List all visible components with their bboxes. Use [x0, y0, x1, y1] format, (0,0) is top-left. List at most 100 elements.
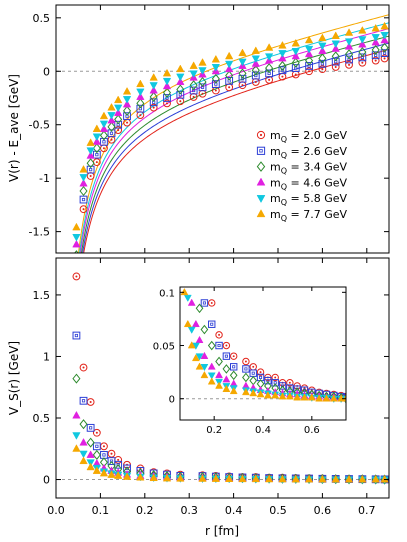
- top-point-5-8: [113, 104, 123, 113]
- inset-point-5-8: [195, 353, 204, 361]
- top-point-7-7: [79, 165, 88, 173]
- marker-center: [165, 102, 169, 105]
- top-point-2-6: [149, 98, 158, 107]
- x-tick-label: 0.4: [255, 425, 271, 436]
- y-tick-label: 1: [43, 350, 50, 363]
- bottom-point-7-7: [107, 470, 116, 478]
- inset-point-7-7: [222, 384, 231, 392]
- top-point-2-6: [331, 57, 340, 66]
- marker-center: [334, 65, 337, 69]
- top-point-2-0: [331, 63, 340, 71]
- y-tick-label: -1: [39, 172, 50, 185]
- marker-center: [75, 275, 78, 278]
- top-point-4-6: [344, 42, 354, 50]
- top-point-7-7: [380, 21, 389, 30]
- bottom-point-7-7: [72, 444, 81, 452]
- marker-center: [218, 333, 221, 336]
- top-point-2-6: [278, 66, 287, 75]
- top-point-7-7: [238, 48, 247, 57]
- top-point-4-6: [278, 53, 287, 62]
- marker-center: [294, 73, 297, 76]
- bottom-point-7-7: [92, 466, 102, 474]
- marker-center: [95, 161, 98, 164]
- top-point-3-4: [251, 65, 260, 76]
- inset-point-2-6: [264, 376, 272, 385]
- y-tick-label: 1.5: [33, 289, 51, 302]
- marker-center: [259, 149, 263, 153]
- top-point-3-4: [344, 49, 354, 60]
- x-tick-label: 0.7: [358, 504, 376, 517]
- top-point-4-6: [318, 46, 327, 54]
- top-point-4-6: [176, 77, 185, 85]
- top-point-2-6: [163, 94, 171, 102]
- inset-point-7-7: [307, 393, 316, 401]
- top-point-3-4: [265, 63, 274, 74]
- bottom-point-3-4: [79, 419, 88, 430]
- bottom-ticks: 1.5 1 0.5 0 0.0 0.1 0.2 0.3 0.4 0.5 0.6 0.7: [33, 258, 389, 517]
- marker-center: [75, 268, 77, 270]
- marker-center: [225, 344, 228, 347]
- bottom-point-7-7: [176, 474, 185, 482]
- top-plot-frame: [55, 4, 390, 254]
- inset-point-4-6: [187, 298, 196, 306]
- marker-center: [251, 371, 255, 375]
- legend-marker-2-0: [256, 130, 266, 140]
- bottom-point-2-6: [79, 396, 88, 405]
- marker-center: [89, 400, 92, 404]
- marker-center: [210, 322, 214, 326]
- bottom-point-3-4: [72, 373, 81, 384]
- bottom-point-2-0: [107, 449, 116, 458]
- inset-point-2-6: [271, 379, 279, 387]
- marker-center: [102, 140, 106, 144]
- marker-center: [288, 381, 291, 384]
- top-point-3-4: [358, 46, 367, 58]
- y-tick-label: 0: [43, 65, 50, 78]
- top-point-4-6: [224, 64, 234, 73]
- bottom-point-7-7: [113, 471, 123, 479]
- marker-center: [81, 399, 86, 403]
- x-tick-label: 0.4: [225, 504, 243, 517]
- x-tick-label: 0.2: [206, 425, 222, 436]
- top-point-7-7: [72, 222, 81, 231]
- inset-point-3-4: [195, 303, 204, 314]
- y-tick-label: 0.5: [33, 12, 51, 25]
- top-point-5-8: [278, 50, 287, 58]
- bottom-point-2-6: [72, 331, 81, 340]
- inset-point-2-6: [256, 373, 265, 382]
- marker-center: [95, 431, 98, 434]
- inset-point-2-0: [222, 341, 231, 350]
- top-point-7-7: [198, 58, 207, 66]
- marker-center: [116, 463, 120, 467]
- top-point-3-4: [162, 87, 172, 98]
- top-point-2-6: [358, 53, 367, 62]
- top-point-2-0: [149, 103, 158, 112]
- inset-point-7-7: [180, 287, 189, 296]
- top-point-7-7: [162, 68, 172, 77]
- marker-center: [202, 301, 206, 305]
- top-point-2-6: [198, 83, 207, 92]
- inset-point-7-7: [183, 319, 192, 328]
- top-point-2-0: [79, 205, 88, 214]
- inset-point-2-0: [271, 373, 279, 382]
- bottom-point-7-7: [122, 472, 132, 480]
- top-point-5-8: [162, 77, 172, 86]
- legend-label-2-6: mQ = 2.6 GeV: [270, 145, 348, 160]
- marker-center: [244, 367, 248, 371]
- bottom-point-4-6: [79, 438, 88, 446]
- top-point-2-6: [79, 195, 88, 204]
- top-point-3-4: [380, 42, 389, 53]
- bottom-point-7-7: [331, 474, 340, 483]
- marker-center: [232, 355, 235, 358]
- marker-center: [224, 354, 228, 358]
- bottom-point-7-7: [198, 474, 207, 482]
- top-point-7-7: [176, 64, 185, 73]
- bottom-point-7-7: [291, 474, 300, 483]
- top-point-3-4: [107, 121, 116, 132]
- legend-label-3-4: mQ = 3.4 GeV: [270, 161, 348, 176]
- inset-point-7-7: [271, 391, 280, 399]
- marker-center: [303, 387, 306, 390]
- top-point-5-8: [251, 55, 260, 64]
- top-point-2-6: [136, 104, 145, 113]
- top-point-3-4: [225, 70, 234, 81]
- top-point-3-4: [278, 60, 287, 71]
